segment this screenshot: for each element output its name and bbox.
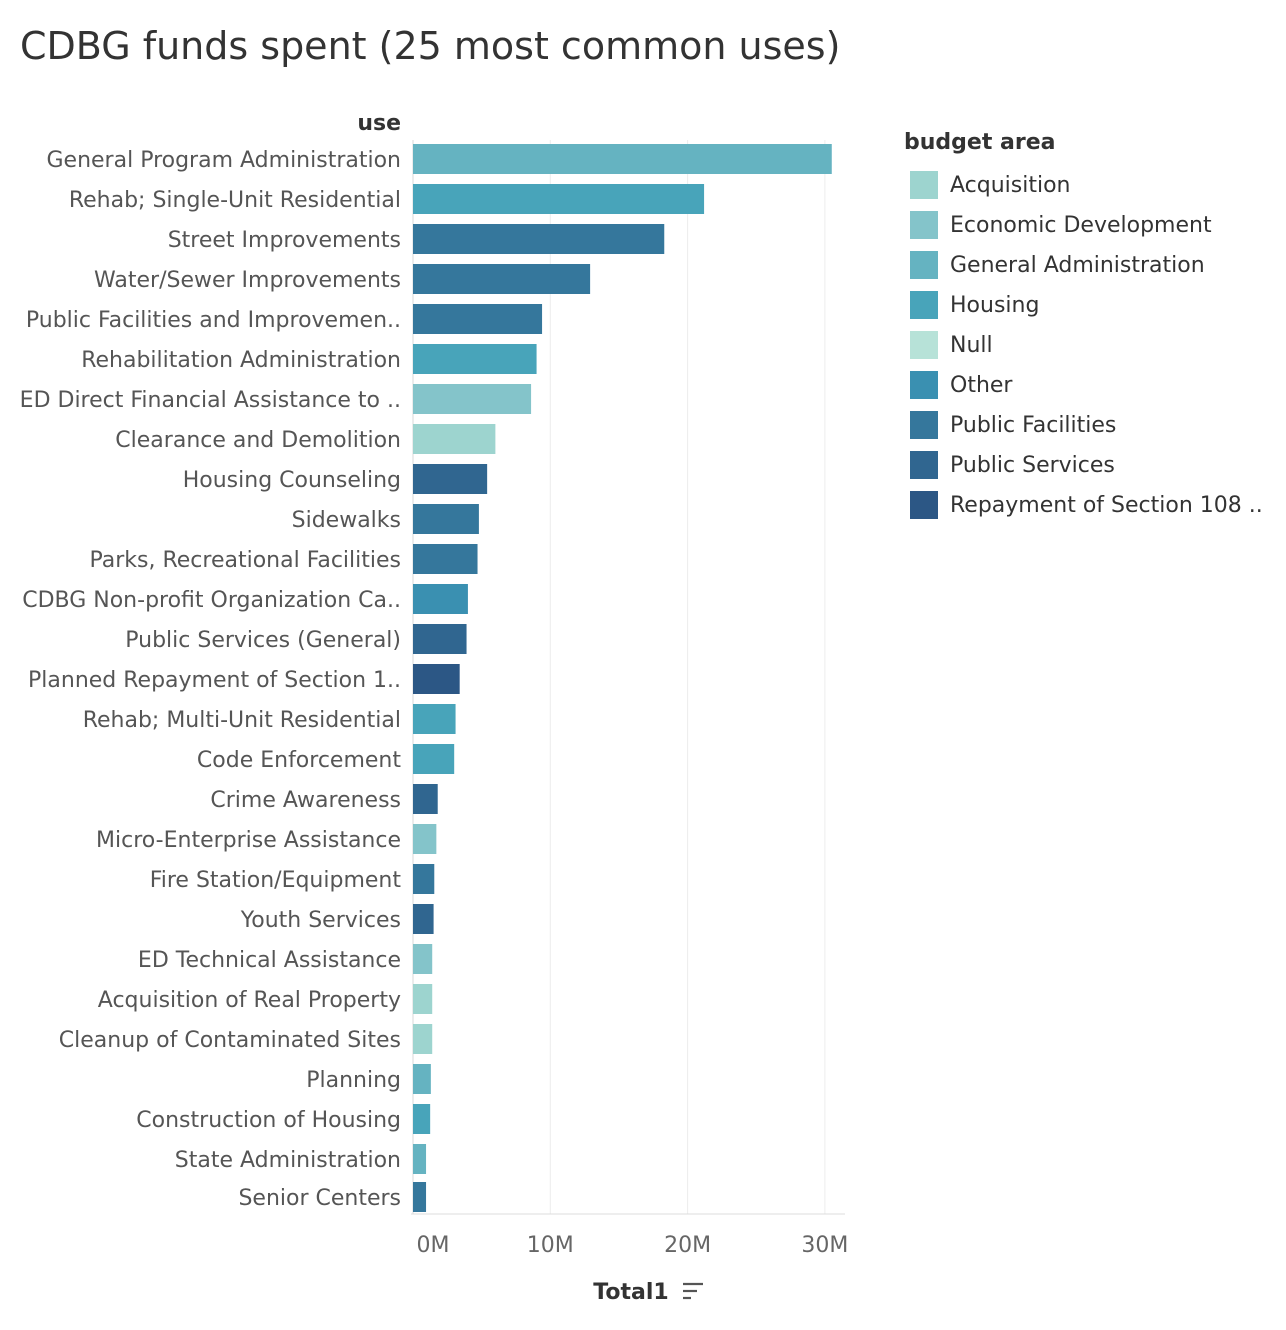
sort-descending-icon[interactable] xyxy=(683,1282,703,1300)
y-tick-label: Youth Services xyxy=(240,908,401,933)
legend-swatch xyxy=(910,211,938,239)
y-tick-label: Acquisition of Real Property xyxy=(98,988,401,1013)
legend-item[interactable]: Economic Development xyxy=(904,205,1263,245)
bar xyxy=(413,264,591,294)
y-tick-label: ED Technical Assistance xyxy=(138,948,401,973)
legend-item[interactable]: Other xyxy=(904,365,1263,405)
bar xyxy=(413,904,434,934)
x-tick-label: 30M xyxy=(801,1233,848,1258)
legend-label: Public Facilities xyxy=(950,412,1117,438)
y-tick-label: General Program Administration xyxy=(47,148,402,173)
legend-item[interactable]: Housing xyxy=(904,285,1263,325)
y-tick-label: Fire Station/Equipment xyxy=(150,868,402,893)
y-tick-label: Parks, Recreational Facilities xyxy=(89,548,401,573)
legend-item[interactable]: General Administration xyxy=(904,245,1263,285)
legend-swatch xyxy=(910,331,938,359)
bar xyxy=(413,304,543,334)
bar xyxy=(413,664,460,694)
chart-title: CDBG funds spent (25 most common uses) xyxy=(20,24,841,68)
x-tick-label: 10M xyxy=(527,1233,574,1258)
bar xyxy=(413,224,665,254)
x-tick-label: 0M xyxy=(417,1233,450,1258)
legend-swatch xyxy=(910,291,938,319)
bar xyxy=(413,584,468,614)
legend-title: budget area xyxy=(904,130,1056,155)
legend-swatch xyxy=(910,491,938,519)
legend-label: Repayment of Section 108 .. xyxy=(950,492,1263,518)
bar xyxy=(413,1144,427,1174)
y-tick-label: Planned Repayment of Section 1.. xyxy=(28,668,401,693)
y-tick-label: Rehab; Multi-Unit Residential xyxy=(83,708,401,733)
legend-label: Public Services xyxy=(950,452,1115,478)
legend-item[interactable]: Public Services xyxy=(904,445,1263,485)
y-tick-label: Construction of Housing xyxy=(136,1108,401,1133)
bar xyxy=(413,744,455,774)
bar xyxy=(413,704,456,734)
bar xyxy=(413,144,832,174)
bar xyxy=(413,1064,431,1094)
y-tick-label: Planning xyxy=(306,1068,401,1093)
bar xyxy=(413,544,478,574)
legend-swatch xyxy=(910,411,938,439)
x-axis-title: Total1 xyxy=(593,1280,668,1305)
x-tick-label: 20M xyxy=(664,1233,711,1258)
legend-label: Other xyxy=(950,372,1013,398)
y-tick-label: Street Improvements xyxy=(168,228,401,253)
legend-swatch xyxy=(910,251,938,279)
legend-swatch xyxy=(910,171,938,199)
y-tick-label: Code Enforcement xyxy=(197,748,401,773)
bar xyxy=(413,864,435,894)
bar xyxy=(413,1182,427,1212)
y-tick-label: Senior Centers xyxy=(238,1186,401,1211)
legend-item[interactable]: Acquisition xyxy=(904,165,1263,205)
bar xyxy=(413,384,532,414)
legend-swatch xyxy=(910,371,938,399)
bar xyxy=(413,784,438,814)
bar xyxy=(413,624,467,654)
legend: budget area Acquisition Economic Developm… xyxy=(904,130,1263,525)
bar xyxy=(413,424,496,454)
bar xyxy=(413,984,433,1014)
y-axis-title: use xyxy=(357,111,401,136)
y-tick-label: Public Facilities and Improvemen.. xyxy=(26,308,401,333)
legend-item[interactable]: Null xyxy=(904,325,1263,365)
bar xyxy=(413,824,437,854)
legend-label: Acquisition xyxy=(950,172,1071,198)
legend-label: Null xyxy=(950,332,993,358)
legend-item[interactable]: Repayment of Section 108 .. xyxy=(904,485,1263,525)
y-tick-label: Crime Awareness xyxy=(210,788,401,813)
bar xyxy=(413,944,433,974)
y-tick-label: CDBG Non-profit Organization Ca.. xyxy=(22,588,401,613)
y-tick-label: Clearance and Demolition xyxy=(115,428,401,453)
bar xyxy=(413,504,479,534)
legend-label: General Administration xyxy=(950,252,1205,278)
y-tick-label: Public Services (General) xyxy=(125,628,401,653)
bar xyxy=(413,1104,431,1134)
legend-items: Acquisition Economic Development General A… xyxy=(904,165,1263,525)
y-tick-label: State Administration xyxy=(175,1148,401,1173)
bar xyxy=(413,184,705,214)
y-tick-label: Rehab; Single-Unit Residential xyxy=(69,188,401,213)
y-tick-label: Micro-Enterprise Assistance xyxy=(96,828,401,853)
y-tick-label: ED Direct Financial Assistance to .. xyxy=(20,388,401,413)
y-tick-label: Cleanup of Contaminated Sites xyxy=(59,1028,401,1053)
legend-label: Housing xyxy=(950,292,1040,318)
legend-item[interactable]: Public Facilities xyxy=(904,405,1263,445)
legend-label: Economic Development xyxy=(950,212,1212,238)
y-tick-label: Water/Sewer Improvements xyxy=(94,268,401,293)
y-tick-label: Housing Counseling xyxy=(183,468,401,493)
y-tick-label: Sidewalks xyxy=(292,508,401,533)
bar xyxy=(413,464,488,494)
bar xyxy=(413,1024,433,1054)
legend-swatch xyxy=(910,451,938,479)
y-tick-label: Rehabilitation Administration xyxy=(81,348,401,373)
bar xyxy=(413,344,537,374)
